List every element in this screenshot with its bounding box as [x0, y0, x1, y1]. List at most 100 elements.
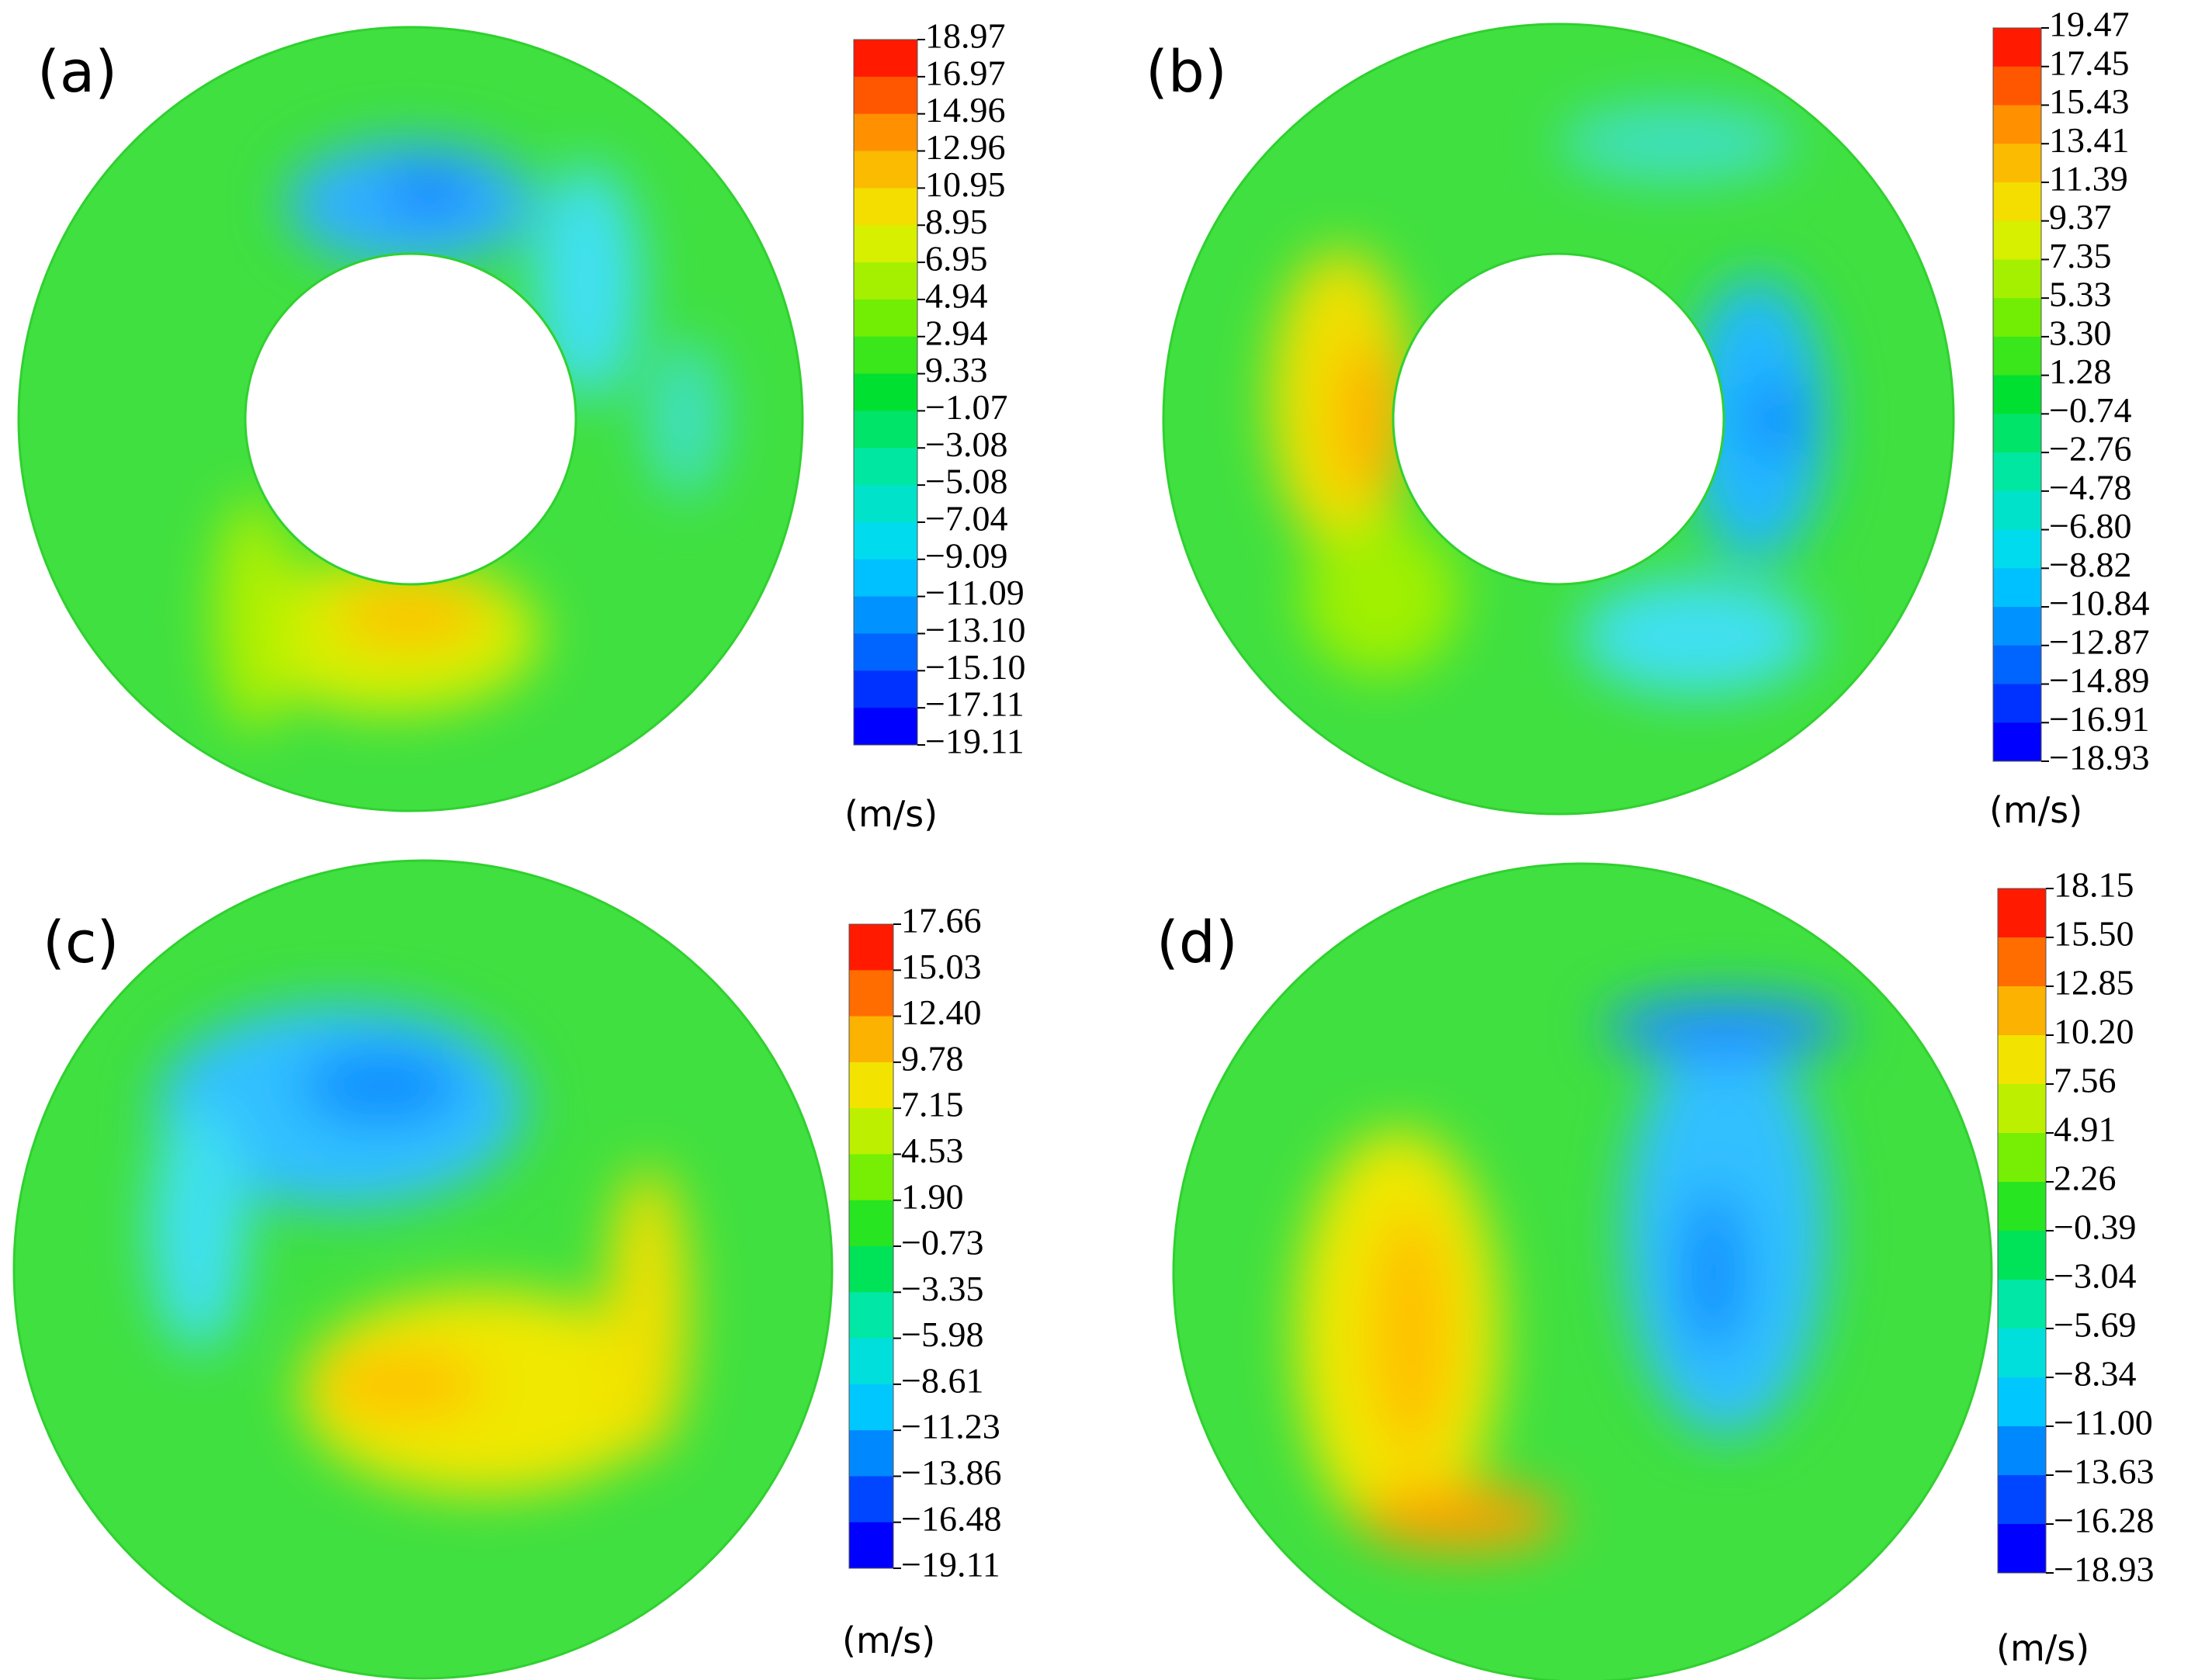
field-base — [14, 861, 832, 1678]
colorbar-tick-label: 3.30 — [2049, 313, 2112, 352]
colorbar-band — [849, 1476, 893, 1523]
colorbar-band — [1998, 1280, 2046, 1329]
colorbar-tick-label: −8.34 — [2054, 1354, 2136, 1394]
colorbar-band — [854, 336, 917, 375]
panel: (d) (m/s) 18.15 15.50 12.85 10.20 7.56 4.91 2.26… — [1156, 862, 2154, 1680]
colorbar-tick-label: 19.47 — [2049, 5, 2130, 44]
colorbar-tick-label: 9.33 — [925, 350, 988, 390]
colorbar-tick-label: 12.40 — [901, 992, 982, 1032]
colorbar-band — [854, 448, 917, 486]
colorbar-tick-label: 10.20 — [2054, 1012, 2134, 1051]
colorbar-frame — [853, 39, 918, 746]
colorbar-tick-label: 15.43 — [2049, 81, 2130, 121]
colorbar-tick-label: −11.00 — [2054, 1403, 2153, 1443]
colorbar-band — [1998, 1084, 2046, 1134]
colorbar-band — [1998, 1231, 2046, 1280]
colorbar-tick-label: −0.74 — [2049, 390, 2131, 430]
colorbar-band — [849, 1108, 893, 1155]
colorbar-tick-label: −10.84 — [2049, 584, 2149, 623]
colorbar-tick-label: −5.98 — [901, 1315, 983, 1354]
rim — [1162, 23, 1955, 816]
colorbar-tick-label: 14.96 — [925, 90, 1006, 130]
colorbar-band — [854, 485, 917, 523]
field-blobs — [1296, 994, 1849, 1551]
colorbar-tick-label: −16.28 — [2054, 1501, 2154, 1540]
panel-label: (b) — [1146, 39, 1227, 106]
field-region — [1752, 379, 1800, 459]
colorbar-tick-label: 7.56 — [2054, 1061, 2117, 1100]
colorbar-tick-label: 1.28 — [2049, 352, 2112, 391]
colorbar-tick-label: 15.03 — [901, 947, 982, 986]
colorbar-band — [849, 1016, 893, 1063]
colorbar-band — [854, 373, 917, 411]
colorbar-tick-label: −8.61 — [901, 1360, 983, 1400]
colorbar-band — [854, 299, 917, 338]
colorbar-tick-label: −16.91 — [2049, 699, 2149, 739]
colorbar-tick-label: −19.11 — [925, 722, 1025, 761]
colorbar-tick-label: −17.11 — [925, 684, 1025, 724]
colorbar-tick-label: 15.50 — [2054, 914, 2134, 954]
colorbar-band — [854, 670, 917, 708]
hub — [244, 252, 577, 586]
contour-field — [14, 861, 832, 1678]
colorbar-tick-label: 12.96 — [925, 127, 1006, 167]
colorbar-band — [849, 1154, 893, 1201]
panel: (c) (m/s) 17.66 15.03 12.40 9.78 7.15 4.53 1.90 −… — [12, 859, 1001, 1680]
colorbar-band — [854, 225, 917, 263]
colorbar-band — [1998, 1426, 2046, 1476]
colorbar-band — [1998, 1035, 2046, 1085]
colorbar-band — [1993, 375, 2041, 414]
colorbar-band — [849, 1246, 893, 1293]
field-region — [646, 341, 724, 497]
colorbar-tick-label: −16.48 — [901, 1498, 1001, 1538]
colorbar-band — [854, 708, 917, 746]
panel-label: (d) — [1156, 909, 1238, 976]
colorbar-band — [1993, 336, 2041, 376]
colorbar-tick-label: −12.87 — [2049, 622, 2149, 661]
colorbar-band — [1993, 259, 2041, 299]
colorbar-tick-label: 7.15 — [901, 1085, 964, 1124]
colorbar-tick-label: 18.15 — [2054, 865, 2134, 905]
colorbar-tick-label: −1.07 — [925, 387, 1007, 427]
colorbar-tick-label: −3.04 — [2054, 1256, 2136, 1296]
colorbar-band — [1993, 645, 2041, 685]
rim — [12, 859, 834, 1680]
colorbar-band — [1998, 1182, 2046, 1231]
colorbar-tick-label: −3.35 — [901, 1269, 983, 1308]
colorbar-tick-label: 7.35 — [2049, 236, 2112, 275]
colorbar-tick-label: 2.94 — [925, 313, 988, 352]
field-region — [1302, 518, 1460, 676]
colorbar-tick-label: −9.09 — [925, 535, 1007, 575]
colorbar-tick-label: −4.78 — [2049, 467, 2131, 507]
field-region — [214, 497, 293, 733]
colorbar-tick-label: 4.94 — [925, 275, 988, 315]
colorbar-tick-label: −7.04 — [925, 499, 1007, 539]
colorbar-tick-label: −14.89 — [2049, 660, 2149, 700]
field-region — [1603, 994, 1849, 1060]
colorbar-tick-label: 9.37 — [2049, 197, 2112, 237]
colorbar-tick-label: 10.95 — [925, 165, 1006, 204]
colorbar-tick-label: 4.91 — [2054, 1110, 2117, 1149]
colorbar-tick-label: 17.45 — [2049, 43, 2130, 82]
field-base — [1174, 864, 1992, 1680]
colorbar-band — [1993, 607, 2041, 646]
colorbar-band — [849, 1200, 893, 1247]
colorbar-band — [854, 596, 917, 634]
colorbar-band — [1993, 144, 2041, 183]
field-blobs — [148, 1003, 689, 1495]
colorbar-band — [854, 40, 917, 78]
colorbar-band — [1993, 105, 2041, 144]
colorbar-band — [854, 262, 917, 300]
field-region — [1578, 577, 1815, 696]
colorbar-band — [1998, 1377, 2046, 1427]
panel-label: (c) — [43, 909, 119, 976]
colorbar-band — [854, 113, 917, 152]
colorbar-tick-label: −13.63 — [2054, 1452, 2154, 1491]
colorbar-band — [849, 970, 893, 1017]
colorbar-tick-label: −13.10 — [925, 610, 1025, 649]
colorbar-band — [849, 1430, 893, 1477]
contour-field — [1174, 864, 1992, 1680]
colorbar-band — [1993, 722, 2041, 762]
colorbar-band — [1998, 1524, 2046, 1574]
